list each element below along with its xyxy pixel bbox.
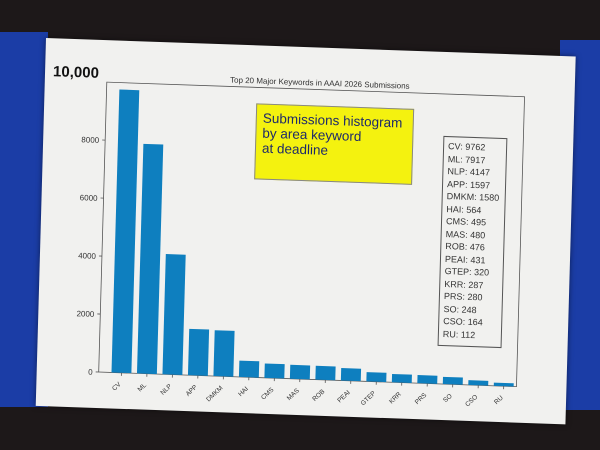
bar-prs	[417, 375, 438, 384]
bars	[111, 89, 514, 387]
bar-rob	[315, 365, 336, 381]
annotation-box: Submissions histogram by area keyword at…	[254, 103, 415, 185]
bar-cv	[111, 89, 140, 374]
bar-mas	[289, 364, 311, 380]
y-top-annotation: 10,000	[52, 63, 100, 82]
bar-cso	[468, 380, 489, 386]
x-tick-label: RU	[493, 394, 505, 406]
legend-box: CV: 9762 ML: 7917 NLP: 4147 APP: 1597 DMKM: …	[437, 135, 508, 349]
x-tick-label: ROB	[311, 388, 326, 403]
x-tick-label: APP	[185, 384, 199, 398]
y-axis: 0 2000 4000 6000 8000	[76, 135, 106, 377]
bar-hai	[238, 360, 260, 378]
y-tick-label: 8000	[81, 135, 100, 145]
legend-entry: ROB: 476	[445, 241, 485, 253]
bar-krr	[391, 373, 412, 383]
bar-peai	[340, 367, 362, 382]
x-tick-label: DMKM	[205, 385, 224, 404]
bar-so	[442, 376, 463, 385]
x-tick-label: KRR	[388, 391, 403, 406]
x-tick-label: CV	[111, 381, 123, 393]
x-tick-label: SO	[442, 393, 454, 405]
projected-slide: Top 20 Major Keywords in AAAI 2026 Submi…	[35, 38, 576, 425]
legend-entry: PRS: 280	[443, 291, 483, 303]
y-tick-label: 4000	[78, 251, 97, 261]
x-tick-label: HAI	[237, 385, 250, 398]
x-axis: CV ML NLP APP DMKM HAI CMS MAS ROB PEAI GTEP KRR PRS…	[111, 372, 505, 409]
legend-entry: GTEP: 320	[444, 266, 490, 278]
legend-entry: DMKM: 1580	[446, 191, 500, 203]
legend-entry: CMS: 495	[445, 216, 487, 228]
x-tick-label: MAS	[286, 387, 302, 402]
x-tick-label: PEAI	[336, 389, 352, 404]
bar-cms	[264, 363, 285, 379]
y-tick-label: 2000	[76, 309, 95, 319]
legend-entry: CSO: 164	[443, 316, 483, 328]
bar-dmkm	[213, 330, 235, 377]
y-tick-label: 6000	[80, 193, 99, 203]
legend-entry: RU: 112	[442, 328, 476, 340]
legend-entry: NLP: 4147	[447, 166, 491, 178]
x-tick-label: ML	[137, 382, 149, 394]
bar-app	[187, 328, 210, 376]
bar-ml	[136, 143, 164, 375]
x-tick-label: GTEP	[360, 390, 378, 407]
x-tick-label: CMS	[260, 386, 276, 401]
bar-gtep	[366, 372, 387, 383]
legend-entry: CV: 9762	[447, 141, 486, 153]
x-tick-label: PRS	[414, 391, 429, 406]
chart-title: Top 20 Major Keywords in AAAI 2026 Submi…	[230, 75, 410, 90]
bar-nlp	[162, 254, 186, 375]
x-tick-label: NLP	[159, 383, 173, 397]
bar-ru	[493, 382, 514, 387]
y-tick-label: 0	[88, 368, 93, 377]
x-tick-label: CSO	[464, 394, 479, 409]
bar-chart: Top 20 Major Keywords in AAAI 2026 Submi…	[76, 75, 525, 409]
